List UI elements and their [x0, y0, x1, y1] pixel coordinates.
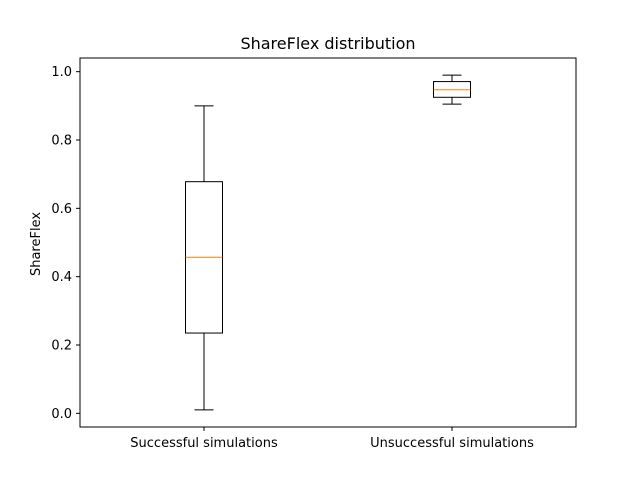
plot-area: 0.0 0.2 0.4 0.6 0.8 1.0 Successful simulations… — [51, 57, 577, 451]
y-tick-label: 1.0 — [51, 65, 72, 80]
x-tick-label: Unsuccessful simulations — [370, 436, 534, 451]
y-axis-label: ShareFlex — [29, 212, 44, 276]
axes-frame — [79, 57, 577, 428]
y-tick-label: 0.4 — [51, 270, 72, 285]
chart-title: ShareFlex distribution — [240, 34, 415, 53]
y-tick-label: 0.8 — [51, 134, 72, 149]
box-group — [433, 74, 471, 105]
box-group — [185, 105, 223, 411]
y-tick-label: 0.2 — [51, 339, 72, 354]
y-tick-label: 0.0 — [51, 407, 72, 422]
y-tick-label: 0.6 — [51, 202, 72, 217]
x-tick-label: Successful simulations — [130, 436, 278, 451]
